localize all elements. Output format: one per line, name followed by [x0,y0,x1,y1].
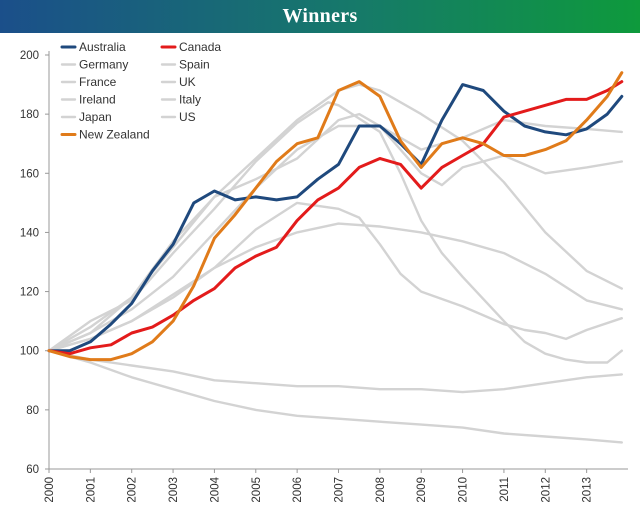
x-tick-label: 2003 [168,477,180,503]
chart-title: Winners [282,5,358,27]
x-tick-label: 2000 [44,477,56,503]
y-tick-label: 140 [20,227,39,239]
chart-title-bar: Winners [0,0,640,33]
series-line-canada [47,80,624,356]
legend-label-italy: Italy [179,93,201,107]
legend-label-japan: Japan [79,110,112,124]
legend-label-uk: UK [179,75,196,89]
y-tick-label: 80 [26,405,39,417]
legend-label-us: US [179,110,196,124]
legend-label-canada: Canada [179,40,221,54]
x-tick-label: 2010 [458,477,470,503]
line-chart: 60 80 100 120 140 160 180 200 2000 2001 2002 2003 20… [20,40,628,503]
y-tick-label: 120 [20,287,39,299]
x-tick-label: 2005 [251,477,263,503]
x-tick-label: 2011 [499,477,511,502]
x-tick-label: 2002 [127,477,139,503]
x-tick-label: 2006 [292,477,304,503]
x-tick-label: 2001 [85,477,97,503]
y-tick-label: 200 [20,50,39,62]
series-line-us [47,201,623,352]
x-tick-label: 2007 [334,477,346,503]
y-tick-label: 160 [20,168,39,180]
x-tick-label: 2004 [209,476,221,502]
y-tick-label: 100 [20,346,39,358]
legend-label-new-zealand: New Zealand [79,128,150,142]
y-tick-label: 180 [20,109,39,121]
y-tick-label: 60 [26,464,39,476]
x-tick-label: 2013 [582,477,594,503]
x-tick-label: 2009 [416,477,428,503]
legend-label-germany: Germany [79,58,128,72]
series-line-france [47,118,623,352]
legend: Australia Canada Germany Spain France UK Irela… [60,40,221,142]
series-line-uk [47,112,623,352]
x-tick-label: 2008 [375,477,387,503]
legend-label-spain: Spain [179,58,210,72]
series-line-australia [47,83,624,353]
legend-label-australia: Australia [79,40,126,54]
series-line-japan [47,349,623,444]
series-line-new-zealand [47,71,624,362]
series-lines [47,71,624,444]
series-line-ireland [47,101,623,364]
legend-label-ireland: Ireland [79,93,116,107]
x-tick-label: 2012 [540,477,552,503]
axes: 60 80 100 120 140 160 180 200 2000 2001 2002 2003 20… [20,50,628,503]
legend-label-france: France [79,75,117,89]
series-line-germany [47,349,623,394]
